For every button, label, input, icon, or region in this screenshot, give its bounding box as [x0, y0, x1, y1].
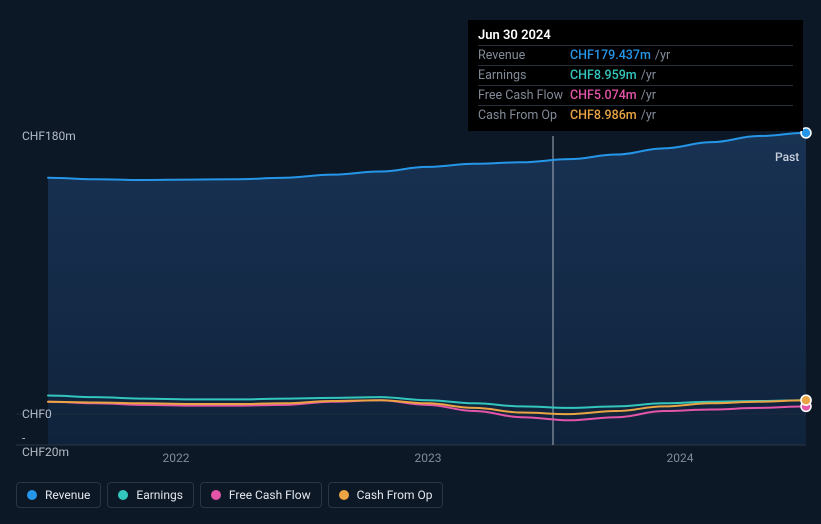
legend-label: Cash From Op — [357, 488, 433, 502]
legend-dot — [118, 490, 128, 500]
tooltip-row-label: Earnings — [478, 68, 570, 83]
x-axis-label: 2022 — [163, 451, 190, 465]
legend-label: Free Cash Flow — [229, 488, 311, 502]
tooltip-row-value: CHF8.986m — [570, 108, 637, 123]
chart-legend: Revenue Earnings Free Cash Flow Cash From O… — [16, 482, 443, 508]
tooltip-row-label: Revenue — [478, 48, 570, 63]
legend-item-earnings[interactable]: Earnings — [107, 482, 194, 508]
tooltip-row: Free Cash FlowCHF5.074m/yr — [478, 85, 793, 105]
legend-dot — [211, 490, 221, 500]
tooltip-row-value: CHF8.959m — [570, 68, 637, 83]
tooltip-row: Cash From OpCHF8.986m/yr — [478, 105, 793, 125]
tooltip-row: EarningsCHF8.959m/yr — [478, 65, 793, 85]
tooltip-row-unit: /yr — [641, 88, 656, 103]
tooltip-row-unit: /yr — [655, 48, 670, 63]
legend-item-cash-from-op[interactable]: Cash From Op — [328, 482, 444, 508]
tooltip-row-unit: /yr — [641, 68, 656, 83]
y-axis-label: CHF180m — [0, 129, 68, 143]
financial-chart: Jun 30 2024 RevenueCHF179.437m/yrEarning… — [0, 0, 821, 524]
series-end-marker — [801, 395, 811, 405]
legend-label: Revenue — [45, 488, 90, 502]
tooltip-row-value: CHF179.437m — [570, 48, 651, 63]
tooltip-row-unit: /yr — [641, 108, 656, 123]
x-axis-label: 2024 — [667, 451, 694, 465]
y-axis-label: -CHF20m — [0, 431, 68, 459]
legend-dot — [27, 490, 37, 500]
past-label: Past — [775, 150, 799, 164]
y-axis-label: CHF0 — [0, 407, 68, 421]
legend-item-free-cash-flow[interactable]: Free Cash Flow — [200, 482, 322, 508]
tooltip-date: Jun 30 2024 — [478, 26, 793, 45]
legend-label: Earnings — [136, 488, 183, 502]
tooltip-row-value: CHF5.074m — [570, 88, 637, 103]
chart-tooltip: Jun 30 2024 RevenueCHF179.437m/yrEarning… — [468, 20, 803, 131]
legend-dot — [339, 490, 349, 500]
tooltip-row-label: Free Cash Flow — [478, 88, 570, 103]
legend-item-revenue[interactable]: Revenue — [16, 482, 101, 508]
tooltip-row: RevenueCHF179.437m/yr — [478, 45, 793, 65]
x-axis-label: 2023 — [415, 451, 442, 465]
tooltip-row-label: Cash From Op — [478, 108, 570, 123]
